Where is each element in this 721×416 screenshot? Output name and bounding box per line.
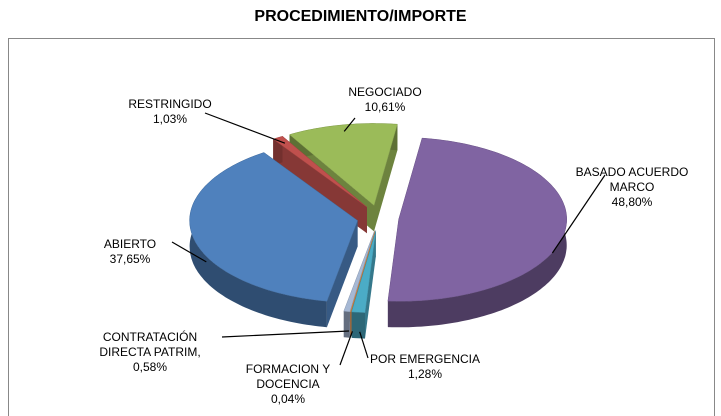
leader-line [204, 112, 286, 144]
data-label-value: 37,65% [109, 252, 151, 266]
slice-side [326, 220, 358, 328]
data-label-value: 10,61% [364, 100, 406, 114]
data-label-value: 48,80% [611, 195, 653, 209]
leader-line [343, 117, 356, 132]
chart-title: PROCEDIMIENTO/IMPORTE [254, 8, 467, 25]
data-label: NEGOCIADO [348, 85, 422, 99]
data-label-value: 0,04% [270, 392, 306, 406]
slice-wall [351, 311, 365, 339]
data-label-value: 0,58% [132, 360, 168, 374]
leader-line [339, 331, 353, 366]
data-label: BASADO ACUERDO MARCO [575, 165, 689, 194]
leader-line [359, 331, 369, 359]
slice [387, 137, 567, 302]
slice-side [374, 124, 398, 232]
data-label: CONTRATACIÓN DIRECTA PATRIM, [99, 330, 201, 359]
leader-line [171, 241, 207, 263]
slice [343, 230, 375, 312]
slice [349, 230, 376, 313]
slice [272, 136, 368, 208]
slice-wall [343, 311, 350, 338]
data-label-value: 1,03% [152, 112, 188, 126]
slice [189, 152, 358, 302]
data-label: RESTRINGIDO [128, 97, 212, 111]
slice [351, 230, 377, 313]
leader-line [551, 174, 606, 254]
leader-line [221, 330, 350, 338]
data-label: ABIERTO [103, 237, 157, 251]
data-label: FORMACION Y DOCENCIA [245, 362, 331, 391]
slice [288, 123, 398, 206]
data-label: POR EMERGENCIA [369, 352, 480, 366]
data-label-value: 1,28% [407, 367, 443, 381]
